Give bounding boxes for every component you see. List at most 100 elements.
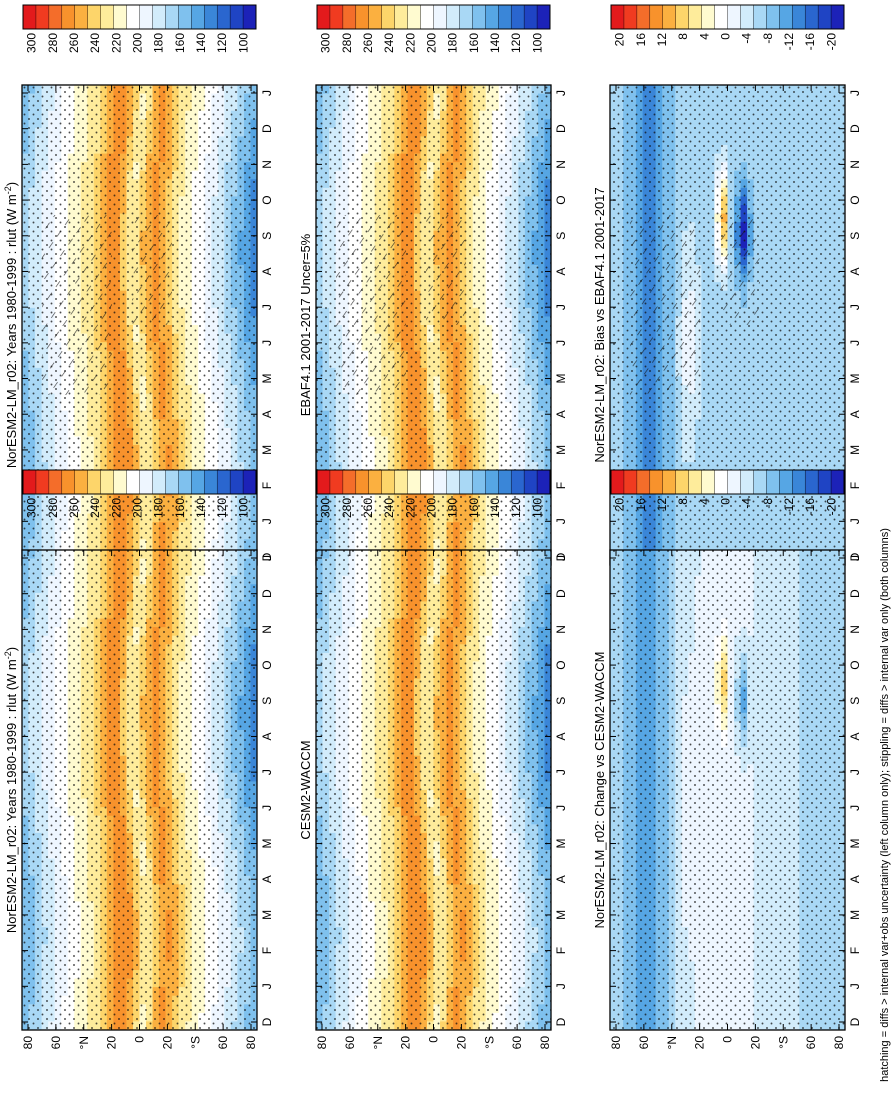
month-tick-label: F <box>260 482 274 489</box>
colorbar-swatch <box>229 4 244 30</box>
chart-title: NorESM2-LM_r02: Years 1980-1999 : rlut (… <box>3 647 19 933</box>
month-tick-label: J <box>260 805 274 811</box>
colorbar-swatch <box>178 469 192 495</box>
month-tick-label: M <box>260 374 274 384</box>
chart-panel-2: NorESM2-LM_r02: Years 1980-1999 : rlut (… <box>3 469 274 1050</box>
colorbar-swatch <box>100 469 115 495</box>
chart-title: NorESM2-LM_r02: Years 1980-1999 : rlut (… <box>3 182 19 468</box>
month-tick-label: A <box>260 732 274 740</box>
colorbar-swatch <box>22 469 37 495</box>
colorbar-swatch <box>165 469 179 495</box>
month-tick-label: S <box>260 697 274 705</box>
colorbar-label: 300 <box>25 33 39 53</box>
colorbar-label: 220 <box>109 498 123 518</box>
colorbar-swatch <box>204 469 218 495</box>
month-tick-label: M <box>260 910 274 920</box>
colorbar-label: 280 <box>46 498 60 518</box>
lat-tick-label: 0 <box>133 1036 147 1043</box>
month-tick-label: J <box>260 769 274 775</box>
colorbar-swatch <box>139 4 153 30</box>
colorbar-swatch <box>242 4 257 30</box>
colorbar: 300 280 260 240 220 200 180 160 140 120 100 <box>22 4 257 53</box>
colorbar-label: 280 <box>46 33 60 53</box>
colorbar-label: 100 <box>236 33 250 53</box>
colorbar-swatch <box>100 4 115 30</box>
hatching-overlay <box>132 215 172 325</box>
lat-tick-label: 60 <box>49 1036 63 1050</box>
month-tick-label: D <box>260 1017 274 1026</box>
month-tick-label: F <box>260 947 274 954</box>
colorbar-swatch <box>165 4 179 30</box>
month-tick-label: J <box>260 90 274 96</box>
chart-panel-3: EBAF4.1 2001-2017 Uncer=5%8060°N20020°S6… <box>298 4 568 584</box>
colorbar-swatch <box>48 469 63 495</box>
colorbar-label: 140 <box>194 33 208 53</box>
month-tick-label: D <box>260 589 274 598</box>
colorbar-swatch <box>113 469 128 495</box>
lat-tick-label: 80 <box>244 1036 258 1050</box>
colorbar-swatch <box>35 469 50 495</box>
colorbar-swatch <box>87 469 102 495</box>
colorbar-label: 200 <box>131 33 145 53</box>
month-tick-label: O <box>260 195 274 204</box>
colorbar-swatch <box>113 4 128 30</box>
month-tick-label: A <box>260 875 274 883</box>
colorbar-label: 120 <box>215 498 229 518</box>
colorbar-label: 180 <box>152 33 166 53</box>
colorbar-swatch <box>74 4 89 30</box>
lat-tick-label: 20 <box>105 1036 119 1050</box>
colorbar-label: 160 <box>173 33 187 53</box>
lat-tick-label: °N <box>77 1036 91 1049</box>
lat-tick-label: 20 <box>160 1036 174 1050</box>
colorbar-swatch <box>61 469 76 495</box>
month-tick-label: A <box>260 410 274 418</box>
colorbar-frame <box>22 469 257 495</box>
colorbar-label: 240 <box>88 498 102 518</box>
colorbar-label: 120 <box>215 33 229 53</box>
month-tick-label: M <box>260 445 274 455</box>
month-tick-label: S <box>260 232 274 240</box>
month-tick-label: D <box>260 552 274 561</box>
colorbar: 300 280 260 240 220 200 180 160 140 120 100 <box>22 469 257 518</box>
month-tick-label: N <box>260 160 274 169</box>
colorbar-label: 140 <box>194 498 208 518</box>
colorbar-label: 200 <box>131 498 145 518</box>
lat-tick-label: °S <box>188 1036 202 1049</box>
month-tick-label: A <box>260 267 274 275</box>
colorbar-swatch <box>242 469 257 495</box>
colorbar-label: 180 <box>152 498 166 518</box>
month-tick-label: N <box>260 625 274 634</box>
colorbar-label: 100 <box>236 498 250 518</box>
stippling-overlay <box>22 550 257 1030</box>
month-tick-label: D <box>260 124 274 133</box>
colorbar-label: 260 <box>67 33 81 53</box>
month-tick-label: J <box>260 340 274 346</box>
colorbar-swatch <box>139 469 153 495</box>
colorbar-swatch <box>126 469 140 495</box>
month-tick-label: J <box>260 518 274 524</box>
colorbar-swatch <box>35 4 50 30</box>
colorbar-swatch <box>87 4 102 30</box>
month-tick-label: M <box>260 839 274 849</box>
colorbar-frame <box>22 4 257 30</box>
colorbar-label: 220 <box>109 33 123 53</box>
colorbar-swatch <box>74 469 89 495</box>
chart-panel-1: NorESM2-LM_r02: Years 1980-1999 : rlut (… <box>3 4 274 584</box>
colorbar-swatch <box>152 469 166 495</box>
colorbar-swatch <box>191 469 205 495</box>
colorbar-swatch <box>22 4 37 30</box>
colorbar-swatch <box>61 4 76 30</box>
month-tick-label: J <box>260 555 274 561</box>
colorbar-swatch <box>48 4 63 30</box>
colorbar-swatch <box>216 4 231 30</box>
colorbar-label: 160 <box>173 498 187 518</box>
colorbar-swatch <box>178 4 192 30</box>
colorbar-swatch <box>204 4 218 30</box>
colorbar-label: 240 <box>88 33 102 53</box>
colorbar-swatch <box>191 4 205 30</box>
colorbar-swatch <box>126 4 140 30</box>
colorbar-swatch <box>229 469 244 495</box>
hatching-overlay <box>42 215 112 395</box>
colorbar-swatch <box>216 469 231 495</box>
